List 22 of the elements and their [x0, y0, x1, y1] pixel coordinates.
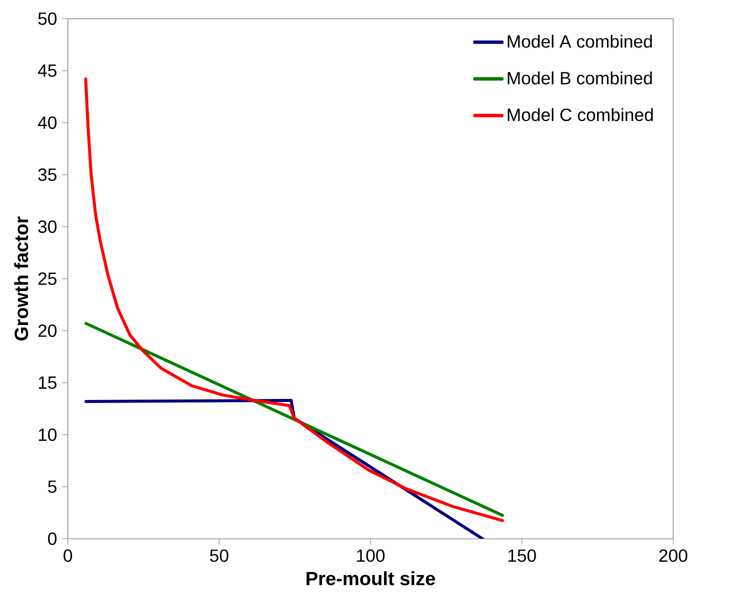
y-tick-label: 0: [48, 532, 57, 546]
x-axis-title: Pre-moult size: [306, 571, 436, 586]
y-tick-label: 50: [38, 12, 57, 25]
x-tick-label: 100: [357, 549, 385, 562]
y-tick-label: 5: [48, 480, 56, 493]
legend-label: Model C combined: [508, 108, 653, 122]
x-tick-label: 50: [210, 549, 228, 562]
y-axis-title: Growth factor: [14, 216, 28, 341]
y-tick-label: 15: [38, 376, 56, 389]
y-tick-label: 45: [38, 64, 56, 77]
y-tick-label: 10: [38, 428, 57, 442]
legend-label: Model A combined: [508, 34, 652, 48]
y-tick-label: 30: [38, 220, 57, 234]
y-tick-label: 20: [38, 324, 57, 338]
y-tick-label: 25: [38, 272, 56, 286]
y-tick-label: 35: [38, 168, 56, 182]
line-series: [84, 78, 504, 522]
y-tick-label: 40: [38, 116, 57, 130]
legend-label: Model B combined: [508, 72, 652, 85]
x-tick-label: 200: [659, 549, 688, 562]
x-tick-label: 150: [508, 549, 536, 562]
x-tick-label: 0: [64, 549, 72, 562]
